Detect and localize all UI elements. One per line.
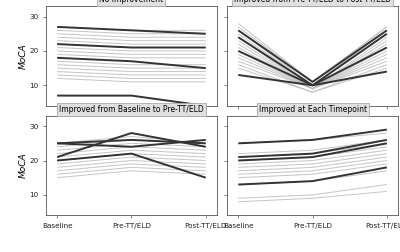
Y-axis label: MoCA: MoCA <box>19 153 28 178</box>
Title: Improved from Pre-TT/ELD to Post-TT/ELD: Improved from Pre-TT/ELD to Post-TT/ELD <box>234 0 391 4</box>
Title: No Improvement: No Improvement <box>99 0 164 4</box>
Title: Improved at Each Timepoint: Improved at Each Timepoint <box>258 105 367 114</box>
Title: Improved from Baseline to Pre-TT/ELD: Improved from Baseline to Pre-TT/ELD <box>59 105 204 114</box>
Y-axis label: MoCA: MoCA <box>19 43 28 69</box>
